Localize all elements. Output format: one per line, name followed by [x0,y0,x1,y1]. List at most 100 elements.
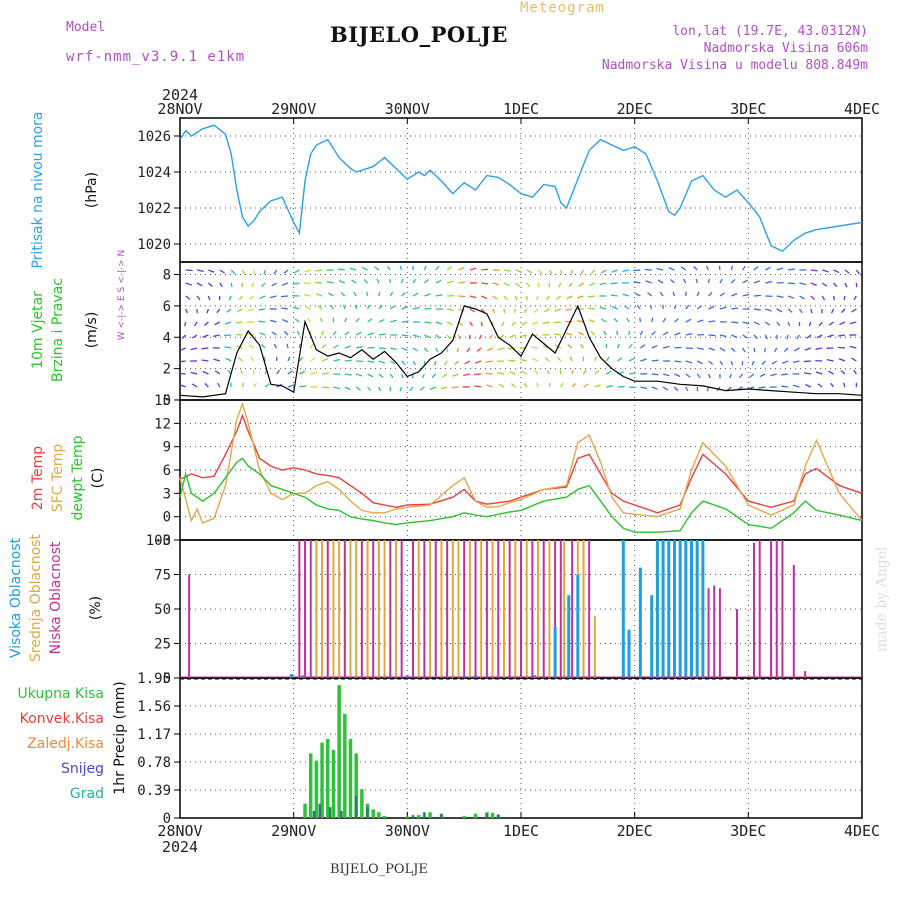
wind-arrow [543,308,550,313]
cloud-bar [695,540,699,678]
wind-arrow [628,372,636,375]
wind-arrow [526,269,533,274]
precip-bar [366,807,369,818]
wind-arrow [419,386,425,391]
wind-arrow [639,317,641,323]
wind-arrow [190,347,198,351]
wind-arrow [216,308,221,314]
wind-arrow [662,345,670,349]
wind-arrow [193,321,198,327]
wind-arrow [719,306,727,310]
wind-arrow [282,318,289,323]
cloud-bar [559,540,562,678]
wind-arrow [378,304,383,310]
wind-arrow [305,305,312,310]
cloud-bar [400,540,403,678]
wind-arrow [594,384,602,388]
wind-arrow [799,295,805,300]
wind-arrow [536,295,539,301]
wind-arrow [670,279,675,284]
wind-arrow [497,347,505,351]
wind-arrow [788,268,795,271]
wind-arrow [353,291,357,297]
wind-arrow [570,269,573,275]
wind-arrow [263,269,266,275]
wind-arrow [294,318,300,323]
wind-arrow [389,373,394,379]
wind-arrow [378,318,385,323]
wind-arrow [412,334,420,338]
cloud-bar [446,540,449,678]
wind-arrow [668,267,675,271]
precip-bar [440,813,443,818]
wind-arrow [214,370,221,375]
wind-arrow [444,360,448,366]
wind-arrow [269,295,277,299]
wind-arrow [179,347,186,352]
wind-arrow [208,269,215,273]
wind-arrow [685,318,692,323]
wind-arrow [264,383,270,388]
wind-arrow [599,306,607,310]
cloud-bar [701,540,705,678]
precip-bar [473,813,478,818]
wind-arrow [706,386,710,392]
wind-arrow [763,347,767,353]
wind-arrow [492,282,500,286]
wind-arrow [753,308,761,311]
wind-arrow [567,344,573,349]
cloud-bar [804,671,807,678]
product-title: Meteogram [520,0,605,16]
wind-arrow [409,386,414,392]
cloud-bar [576,574,580,678]
model-elevation-label: Nadmorska Visina u modelu 808.849m [601,58,868,73]
wind-arrow [423,347,429,353]
wind-arrow [178,360,186,363]
wind-arrow [214,321,221,326]
wind-arrow [817,383,823,388]
y-tick-label: 2 [163,362,171,378]
cloud-bar [309,540,312,678]
cloud-bar [332,540,335,678]
wind-arrow [196,282,203,287]
wind-arrow [844,282,848,288]
wind-arrow [840,308,846,314]
precip-bar [354,796,358,818]
wind-arrow [501,321,505,327]
cloud-bar [474,540,477,678]
wind-arrow [344,331,350,336]
wind-arrow [259,332,266,336]
wind-arrow [271,331,277,336]
wind-arrow [424,307,432,310]
cloud-bar [304,540,307,678]
wind-arrow [833,282,838,288]
cloud-bar [593,615,596,678]
wind-arrow [639,330,644,336]
wind-arrow [241,282,244,288]
wind-arrow [263,356,266,362]
wind-arrow [401,360,406,366]
cloud-bar [792,564,795,678]
precip-bar [318,803,322,818]
wind-arrow [435,334,441,339]
wind-arrow [213,334,220,338]
wind-arrow [510,383,516,388]
cloud-bar [563,540,566,678]
wind-arrow [840,370,846,375]
wind-arrow [399,265,403,271]
wind-arrow [742,347,746,353]
precip-bar [411,815,415,818]
wind-arrow [639,344,646,349]
cloud-bar [707,588,710,678]
wind-arrow [566,295,573,300]
cloud-bar [514,540,517,678]
wind-arrow [577,295,584,299]
wind-arrow [787,321,791,327]
wind-arrow [344,345,352,349]
wind-arrow [816,334,823,339]
precip-bar [312,810,316,818]
wind-arrow [435,265,440,271]
wind-arrow [753,347,756,353]
wind-arrow [531,321,539,325]
cloud-bar [588,540,591,678]
